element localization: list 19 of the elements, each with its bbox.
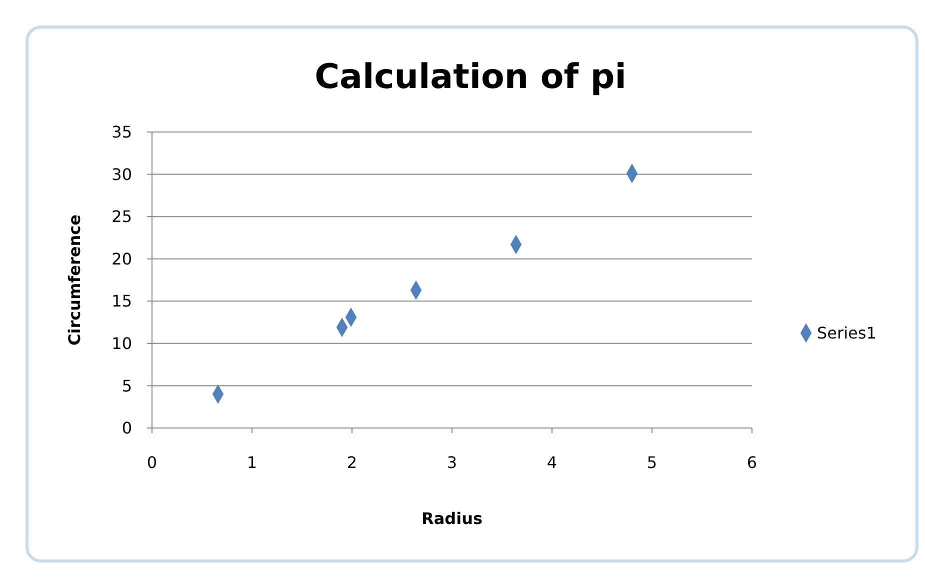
y-tick-label: 5 [122, 376, 132, 396]
x-tick-label: 4 [546, 453, 558, 472]
x-tick-label: 3 [446, 453, 458, 472]
legend-label: Series1 [817, 324, 876, 343]
y-tick-label: 20 [112, 249, 132, 268]
x-tick-label: 0 [146, 453, 158, 472]
y-axis-title: Circumference [65, 214, 84, 346]
y-tick-label: 30 [112, 164, 132, 184]
y-tick-label: 0 [122, 418, 132, 438]
y-tick-label: 15 [112, 292, 132, 311]
chart-title: Calculation of pi [314, 57, 626, 97]
y-tick-label: 25 [112, 207, 132, 226]
y-tick-label: 35 [112, 122, 132, 142]
x-tick-label: 2 [346, 453, 358, 472]
x-tick-label: 5 [646, 453, 658, 472]
x-tick-label: 6 [746, 453, 758, 472]
x-axis-title: Radius [422, 509, 482, 528]
y-tick-label: 10 [112, 334, 132, 354]
x-tick-label: 1 [246, 453, 258, 472]
